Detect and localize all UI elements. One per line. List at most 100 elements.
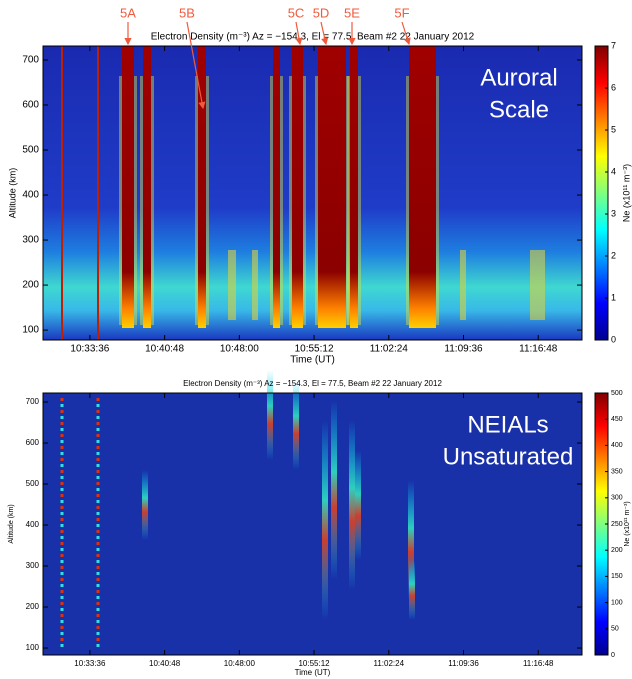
plot-frame — [42, 45, 583, 341]
colorbar-tick-label: 7 — [611, 40, 616, 50]
colorbar-label: Ne (x10¹¹ m⁻³) — [624, 501, 631, 546]
heatmap-texture — [60, 500, 64, 503]
colorbar-tick-label: 300 — [611, 495, 623, 502]
heatmap-texture — [350, 46, 358, 328]
heatmap-texture — [60, 488, 64, 491]
heatmap-texture — [60, 536, 64, 539]
x-axis-label: Time (UT) — [295, 668, 331, 677]
heatmap-texture — [60, 644, 64, 647]
heatmap-texture — [96, 446, 100, 449]
heatmap-texture — [96, 566, 100, 569]
heatmap-texture — [60, 506, 64, 509]
heatmap-texture — [96, 512, 100, 515]
heatmap-texture — [96, 506, 100, 509]
heatmap-texture — [530, 250, 545, 320]
heatmap-texture — [60, 560, 64, 563]
x-tick-label: 10:40:48 — [149, 659, 181, 668]
heatmap-texture — [292, 46, 303, 328]
y-tick-label: 100 — [26, 643, 40, 652]
heatmap-texture — [96, 596, 100, 599]
x-tick-label: 10:40:48 — [145, 344, 184, 355]
heatmap-texture — [96, 632, 100, 635]
overlay-text: Auroral — [480, 64, 557, 91]
heatmap-texture — [318, 46, 346, 328]
x-tick-label: 11:16:48 — [523, 659, 554, 668]
overlay-text: Scale — [489, 96, 549, 123]
colorbar-tick-label: 0 — [611, 652, 615, 659]
y-tick-label: 600 — [22, 100, 39, 111]
heatmap-texture — [60, 530, 64, 533]
heatmap-texture — [96, 548, 100, 551]
heatmap-texture — [142, 470, 148, 540]
event-label: 5A — [120, 5, 136, 20]
x-tick-label: 10:33:36 — [74, 659, 106, 668]
heatmap-texture — [60, 464, 64, 467]
heatmap-texture — [122, 46, 134, 328]
event-label: 5C — [288, 5, 305, 20]
x-tick-label: 11:02:24 — [374, 659, 405, 668]
heatmap-texture — [60, 494, 64, 497]
heatmap-texture — [96, 494, 100, 497]
heatmap-texture — [96, 434, 100, 437]
heatmap-texture — [96, 518, 100, 521]
colorbar-tick-label: 100 — [611, 599, 623, 606]
heatmap-texture — [96, 626, 100, 629]
heatmap-texture — [60, 476, 64, 479]
y-tick-label: 500 — [26, 479, 40, 488]
heatmap-texture — [96, 614, 100, 617]
heatmap-background — [43, 393, 582, 655]
heatmap-texture — [60, 524, 64, 527]
heatmap-texture — [60, 470, 64, 473]
y-axis-label: Altitude (km) — [7, 168, 17, 219]
heatmap-texture — [96, 452, 100, 455]
event-arrow — [401, 21, 411, 46]
heatmap-texture — [60, 596, 64, 599]
overlay-text: Unsaturated — [443, 443, 574, 470]
heatmap-texture — [293, 380, 299, 470]
heatmap-texture — [60, 608, 64, 611]
heatmap-texture — [96, 482, 100, 485]
colorbar-tick-label: 500 — [611, 390, 623, 397]
heatmap-texture — [349, 420, 355, 590]
heatmap-texture — [322, 420, 328, 620]
heatmap-texture — [96, 644, 100, 647]
event-label: 5D — [313, 5, 330, 20]
panel: Electron Density (m⁻³) Az = −154.3, El =… — [7, 5, 631, 365]
heatmap-texture — [408, 480, 414, 600]
overlay-text: NEIALs — [467, 411, 548, 438]
heatmap-texture — [96, 398, 100, 401]
heatmap-texture — [60, 440, 64, 443]
colorbar-label: Ne (x10¹¹ m⁻³) — [621, 164, 631, 222]
x-tick-label: 11:02:24 — [370, 344, 409, 355]
heatmap-texture — [409, 46, 436, 328]
heatmap-texture — [96, 458, 100, 461]
x-tick-label: 10:55:12 — [298, 659, 330, 668]
heatmap-texture — [96, 404, 100, 407]
colorbar-tick-label: 4 — [611, 166, 616, 176]
heatmap-texture — [96, 488, 100, 491]
event-label: 5F — [394, 5, 409, 20]
heatmap-texture — [60, 512, 64, 515]
heatmap-texture — [96, 572, 100, 575]
heatmap-texture — [61, 46, 63, 340]
heatmap-texture — [96, 416, 100, 419]
heatmap-texture — [96, 464, 100, 467]
y-tick-label: 400 — [22, 190, 39, 201]
x-tick-label: 10:48:00 — [220, 344, 259, 355]
heatmap-texture — [228, 250, 236, 320]
heatmap-texture — [60, 428, 64, 431]
colorbar-tick-label: 0 — [611, 334, 616, 344]
heatmap-texture — [96, 476, 100, 479]
heatmap-texture — [96, 428, 100, 431]
y-tick-label: 200 — [22, 280, 39, 291]
heatmap-texture — [96, 590, 100, 593]
y-tick-label: 200 — [26, 602, 40, 611]
colorbar-tick-label: 50 — [611, 626, 619, 633]
event-arrow — [295, 21, 303, 46]
event-arrow — [186, 21, 206, 110]
x-tick-label: 10:48:00 — [224, 659, 256, 668]
heatmap-texture — [60, 452, 64, 455]
heatmap-texture — [60, 566, 64, 569]
heatmap-texture — [60, 620, 64, 623]
